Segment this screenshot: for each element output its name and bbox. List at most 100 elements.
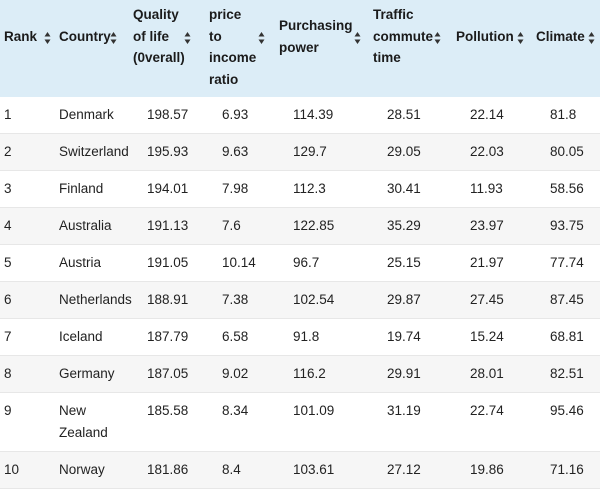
cell-rank: 2: [4, 144, 12, 159]
sort-up-down-icon[interactable]: [184, 31, 191, 45]
cell-purchasing: 114.39: [293, 107, 334, 122]
column-header-line: price: [209, 7, 242, 22]
table-row: 8 Germany 187.05 9.02 116.2 29.91 28.01 82.51: [0, 356, 600, 393]
column-header-line: Pollution: [456, 29, 514, 44]
cell-pollution: 22.74: [470, 403, 504, 418]
column-header-label: Pollution: [456, 26, 514, 48]
cell-rank: 10: [4, 462, 20, 477]
cell-climate: 81.8: [550, 107, 577, 122]
column-header-quality[interactable]: Quality of life (0verall): [0, 0, 600, 97]
table-row: 4 Australia 191.13 7.6 122.85 35.29 23.97 93.75: [0, 208, 600, 245]
cell-quality: 187.79: [147, 329, 189, 344]
column-header-label: Purchasing power: [279, 15, 353, 58]
cell-rank: 9: [4, 403, 12, 418]
cell-traffic: 30.41: [387, 181, 421, 196]
cell-country: Netherlands: [59, 292, 132, 307]
cell-rank: 1: [4, 107, 12, 122]
cell-country: Iceland: [59, 329, 103, 344]
cell-price: 8.4: [222, 462, 241, 477]
row-divider: [0, 451, 600, 452]
cell-rank: 8: [4, 366, 12, 381]
table-row: 10 Norway 181.86 8.4 103.61 27.12 19.86 71.16: [0, 452, 600, 489]
sort-up-down-icon[interactable]: [517, 31, 524, 45]
cell-quality: 194.01: [147, 181, 189, 196]
cell-quality: 191.05: [147, 255, 189, 270]
cell-quality: 191.13: [147, 218, 189, 233]
cell-price: 7.6: [222, 218, 241, 233]
column-header-traffic[interactable]: Traffic commute time: [0, 0, 600, 97]
sort-up-down-icon[interactable]: [434, 31, 441, 45]
sort-up-down-icon[interactable]: [110, 31, 117, 45]
cell-price: 9.02: [222, 366, 249, 381]
table-row: 9 New Zealand 185.58 8.34 101.09 31.19 22.74 95…: [0, 393, 600, 452]
cell-quality: 181.86: [147, 462, 189, 477]
row-divider: [0, 133, 600, 134]
cell-quality: 195.93: [147, 144, 189, 159]
table-row: 7 Iceland 187.79 6.58 91.8 19.74 15.24 68.81: [0, 319, 600, 356]
cell-climate: 80.05: [550, 144, 584, 159]
cell-traffic: 35.29: [387, 218, 421, 233]
cell-country: Germany: [59, 366, 115, 381]
column-header-label: Rank: [4, 26, 37, 48]
cell-traffic: 27.12: [387, 462, 421, 477]
cell-quality: 198.57: [147, 107, 189, 122]
cell-price: 7.98: [222, 181, 249, 196]
cell-climate: 82.51: [550, 366, 584, 381]
cell-rank: 7: [4, 329, 12, 344]
cell-pollution: 21.97: [470, 255, 504, 270]
cell-rank: 5: [4, 255, 12, 270]
column-header-rank[interactable]: Rank: [0, 0, 600, 97]
cell-pollution: 27.45: [470, 292, 504, 307]
row-divider: [0, 318, 600, 319]
column-header-price[interactable]: price to income ratio: [0, 0, 600, 97]
cell-climate: 71.16: [550, 462, 584, 477]
cell-price: 6.58: [222, 329, 249, 344]
sort-up-down-icon[interactable]: [258, 31, 265, 45]
sort-up-down-icon[interactable]: [44, 31, 51, 45]
sort-up-down-icon[interactable]: [588, 31, 595, 45]
column-header-line: (0verall): [133, 50, 185, 65]
column-header-label: Traffic commute time: [373, 4, 433, 69]
column-header-line: Quality: [133, 7, 179, 22]
cell-country: Australia: [59, 218, 112, 233]
column-header-country[interactable]: Country: [0, 0, 600, 97]
cell-country: Switzerland: [59, 144, 129, 159]
column-header-label: price to income ratio: [209, 4, 256, 90]
cell-purchasing: 96.7: [293, 255, 320, 270]
cell-pollution: 19.86: [470, 462, 504, 477]
row-divider: [0, 244, 600, 245]
column-header-pollution[interactable]: Pollution: [0, 0, 600, 97]
cell-price: 10.14: [222, 255, 256, 270]
cell-pollution: 28.01: [470, 366, 504, 381]
table-header: Rank Country Quality of life (0verall) price t…: [0, 0, 600, 97]
row-divider: [0, 170, 600, 171]
cell-purchasing: 91.8: [293, 329, 320, 344]
cell-rank: 4: [4, 218, 12, 233]
sort-up-down-icon[interactable]: [354, 31, 361, 45]
row-divider: [0, 355, 600, 356]
column-header-line: of life: [133, 28, 169, 44]
column-header-line: power: [279, 39, 319, 55]
cell-price: 8.34: [222, 403, 249, 418]
cell-traffic: 25.15: [387, 255, 421, 270]
column-header-label: Quality of life (0verall): [133, 4, 185, 69]
cell-traffic: 19.74: [387, 329, 421, 344]
cell-traffic: 31.19: [387, 403, 421, 418]
cell-country: Denmark: [59, 107, 114, 122]
cell-purchasing: 116.2: [293, 366, 326, 381]
cell-purchasing: 112.3: [293, 181, 326, 196]
cell-price: 7.38: [222, 292, 249, 307]
column-header-line: Country: [59, 29, 111, 44]
row-divider: [0, 392, 600, 393]
cell-pollution: 23.97: [470, 218, 504, 233]
column-header-climate[interactable]: Climate: [0, 0, 600, 97]
cell-rank: 6: [4, 292, 12, 307]
cell-climate: 95.46: [550, 403, 584, 418]
cell-country: Finland: [59, 181, 104, 196]
cell-purchasing: 129.7: [293, 144, 327, 159]
column-header-label: Climate: [536, 26, 585, 48]
cell-climate: 87.45: [550, 292, 584, 307]
column-header-purchasing[interactable]: Purchasing power: [0, 0, 600, 97]
cell-traffic: 29.87: [387, 292, 421, 307]
